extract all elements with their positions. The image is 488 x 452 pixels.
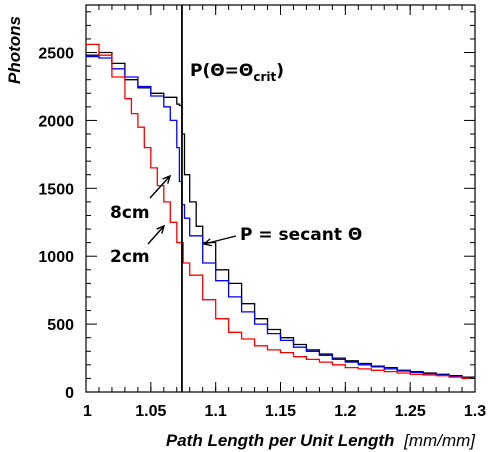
y-tick-label: 500 — [47, 317, 74, 334]
arrow-secant — [203, 235, 237, 245]
series-layer — [86, 43, 476, 380]
ticks-layer: 1 1.05 1.1 1.15 1.2 1.25 1.3 0 500 1000 1500 2000 25… — [38, 5, 486, 420]
arrow-2cm-head — [156, 224, 166, 234]
annotation-8cm: 8cm — [110, 203, 150, 223]
x-axis-title-main: Path Length per Unit Length — [166, 431, 395, 450]
annotation-critical-tail: ) — [276, 61, 284, 81]
arrow-2cm — [147, 225, 165, 245]
annotation-critical-main: P(Θ=Θ — [190, 61, 253, 81]
y-axis-title: Photons — [5, 16, 24, 84]
x-tick-label: 1.05 — [135, 403, 166, 420]
x-tick-label: 1 — [83, 403, 92, 420]
x-tick-label: 1.3 — [464, 403, 486, 420]
y-tick-label: 2000 — [38, 113, 74, 130]
series-line-1 — [86, 55, 476, 379]
arrow-8cm — [149, 175, 171, 199]
arrow-8cm-head — [162, 174, 172, 184]
y-tick-label: 2500 — [38, 46, 74, 63]
x-axis-title-unit: [mm/mm] — [403, 431, 476, 450]
x-tick-label: 1.1 — [205, 403, 227, 420]
x-tick-label: 1.25 — [395, 403, 426, 420]
annotation-layer: P(Θ=Θcrit) P = secant Θ 8cm 2cm — [110, 61, 362, 267]
annotation-2cm: 2cm — [110, 247, 150, 267]
y-tick-label: 1500 — [38, 181, 74, 198]
annotation-critical: P(Θ=Θcrit) — [190, 61, 284, 84]
x-tick-label: 1.15 — [265, 403, 296, 420]
y-tick-label: 0 — [65, 385, 74, 402]
annotation-critical-sub: crit — [253, 70, 276, 84]
series-line-2 — [86, 43, 476, 380]
annotation-secant: P = secant Θ — [240, 225, 362, 245]
x-axis-title: Path Length per Unit Length [mm/mm] — [166, 431, 476, 450]
y-tick-label: 1000 — [38, 249, 74, 266]
arrow-secant-head — [202, 238, 212, 247]
x-tick-label: 1.2 — [334, 403, 356, 420]
